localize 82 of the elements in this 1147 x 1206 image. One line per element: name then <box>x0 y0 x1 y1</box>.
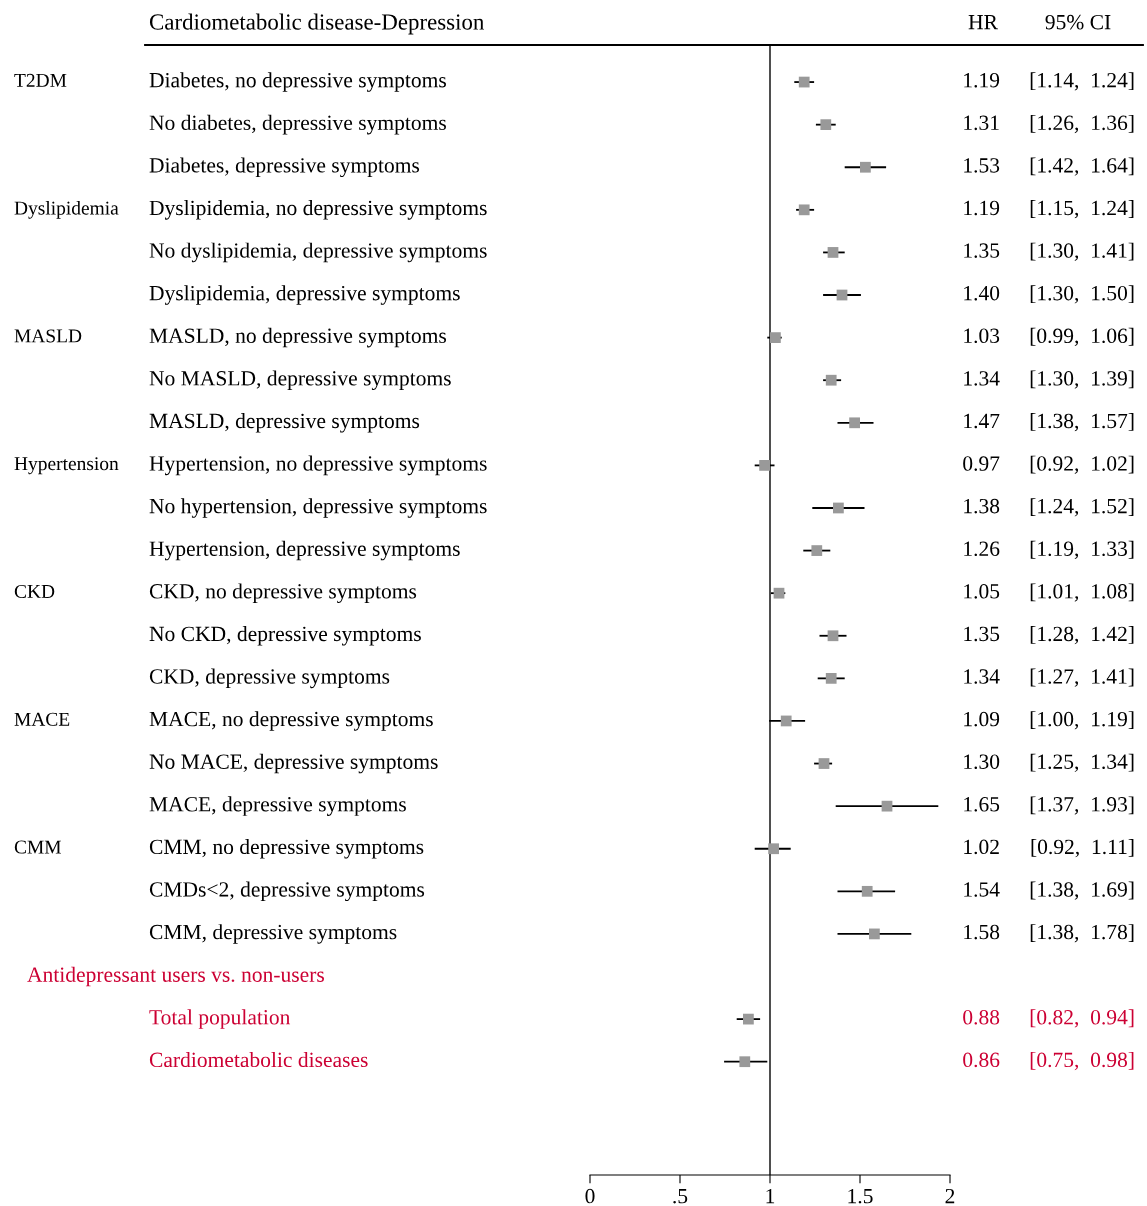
point <box>881 800 893 812</box>
y-tick-label: CMDs<2, depressive symptoms <box>149 881 425 902</box>
y-tick-label: MACE, no depressive symptoms <box>149 711 433 731</box>
point <box>825 672 837 684</box>
text: 1.31 [1.26, 1.36] <box>964 114 1134 134</box>
text: 1.35 [1.28, 1.42] <box>964 626 1134 645</box>
text: 95% CI <box>1045 14 1111 30</box>
y-tick-label: Diabetes, depressive symptoms <box>149 157 420 178</box>
point <box>818 758 830 769</box>
y-tick-label: No hypertension, depressive symptoms <box>149 498 487 518</box>
text: 1.19 [1.14, 1.24] <box>964 72 1134 91</box>
y-tick-label: Hypertension, depressive symptoms <box>149 540 460 561</box>
point <box>827 630 839 642</box>
y-tick-label: No CKD, depressive symptoms <box>149 625 421 646</box>
y-tick-label: No MACE, depressive symptoms <box>149 753 438 774</box>
point <box>849 417 860 429</box>
point <box>820 119 832 131</box>
text: Hypertension <box>14 457 119 475</box>
y-tick-label: MACE, depressive symptoms <box>149 796 406 816</box>
x-tick-label: 0 <box>585 1188 595 1204</box>
text: MASLD <box>14 329 82 343</box>
point <box>825 374 837 386</box>
text: 1.26 [1.19, 1.33] <box>964 540 1134 560</box>
text: 1.30 [1.25, 1.34] <box>964 753 1134 773</box>
text: 1.54 [1.38, 1.69] <box>964 881 1134 900</box>
point <box>768 843 779 855</box>
text: 1.03 [0.99, 1.06] <box>964 327 1134 347</box>
y-tick-label: CMM, no depressive symptoms <box>149 838 424 859</box>
point <box>811 545 823 556</box>
y-tick-label: Dyslipidemia, no depressive symptoms <box>149 200 487 220</box>
text: CMM <box>14 840 61 854</box>
text: Cardiometabolic disease-Depression <box>149 13 485 35</box>
point <box>773 587 785 599</box>
point <box>860 161 871 173</box>
y-tick-label: No MASLD, depressive symptoms <box>149 370 451 390</box>
text: 1.38 [1.24, 1.52] <box>964 498 1134 517</box>
text: HR <box>968 15 998 30</box>
text: CKD <box>14 584 55 599</box>
x-tick-label: 1.5 <box>848 1188 873 1204</box>
point <box>869 928 880 940</box>
text: 1.47 [1.38, 1.57] <box>964 413 1134 432</box>
text: 0.86 [0.75, 0.98] <box>963 1051 1134 1071</box>
text: Dyslipidemia <box>14 200 119 219</box>
y-tick-label: Hypertension, no depressive symptoms <box>149 455 487 476</box>
y-tick-label: CKD, depressive symptoms <box>149 668 390 689</box>
text: 1.35 [1.30, 1.41] <box>964 242 1134 261</box>
text: 1.34 [1.27, 1.41] <box>964 668 1134 687</box>
y-tick-label: CKD, no depressive symptoms <box>149 583 417 603</box>
y-tick-label: No diabetes, depressive symptoms <box>149 114 446 135</box>
text: 1.40 [1.30, 1.50] <box>964 285 1134 304</box>
point <box>770 332 781 343</box>
y-tick-label: Diabetes, no depressive symptoms <box>149 72 446 92</box>
text: 1.58 [1.38, 1.78] <box>964 924 1134 943</box>
point <box>780 715 792 727</box>
text: 1.65 [1.37, 1.93] <box>964 796 1134 815</box>
point <box>759 460 770 471</box>
y-tick-label: MASLD, no depressive symptoms <box>149 327 447 348</box>
text: 0.88 [0.82, 0.94] <box>963 1009 1134 1028</box>
point <box>798 204 810 216</box>
point <box>861 885 873 897</box>
text: 1.05 [1.01, 1.08] <box>964 583 1134 602</box>
text: 1.09 [1.00, 1.19] <box>964 711 1134 730</box>
text: Antidepressant users vs. non-users <box>27 966 324 987</box>
text: 1.19 [1.15, 1.24] <box>964 200 1134 219</box>
x-tick-label: 1 <box>766 1188 775 1204</box>
y-tick-label: Dyslipidemia, depressive symptoms <box>149 285 460 305</box>
y-tick-label: No dyslipidemia, depressive symptoms <box>149 242 487 263</box>
text: 1.02 [0.92, 1.11] <box>964 838 1134 858</box>
text: T2DM <box>14 73 67 87</box>
y-tick-label: Cardiometabolic diseases <box>149 1051 368 1068</box>
text: 1.34 [1.30, 1.39] <box>964 370 1134 389</box>
x-tick-label: .5 <box>673 1189 688 1204</box>
point <box>798 76 810 88</box>
y-tick-label: MASLD, depressive symptoms <box>149 413 420 433</box>
y-tick-label: Total population <box>149 1009 291 1029</box>
x-tick-label: 2 <box>945 1188 955 1204</box>
text: 0.97 [0.92, 1.02] <box>963 455 1134 474</box>
y-tick-label: CMM, depressive symptoms <box>149 924 397 944</box>
text: MACE <box>14 712 70 726</box>
point <box>827 247 839 258</box>
text: 1.53 [1.42, 1.64] <box>964 157 1134 176</box>
point <box>833 502 844 514</box>
